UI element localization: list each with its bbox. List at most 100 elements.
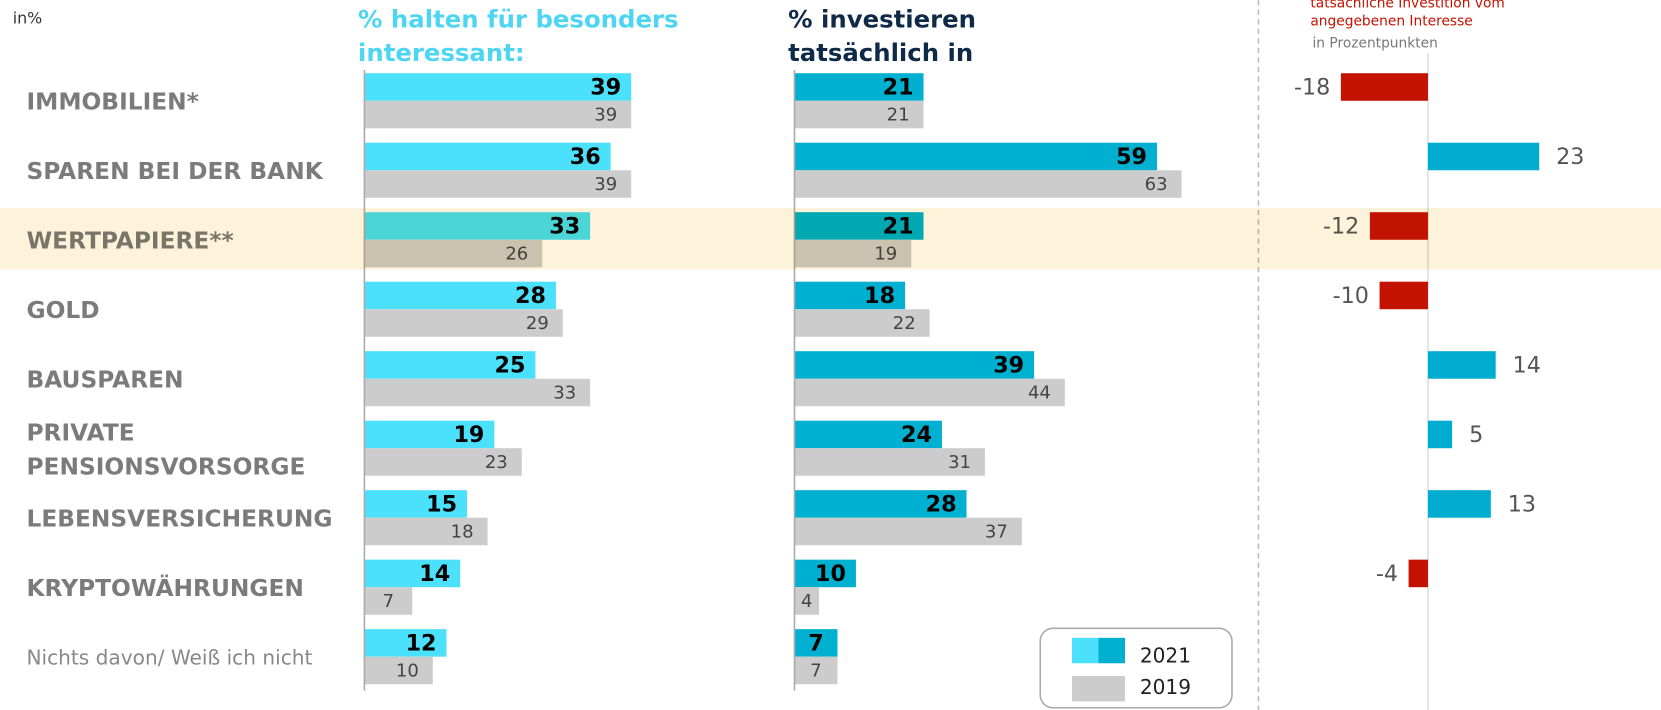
- legend-box: [1039, 627, 1233, 709]
- value-label: 18: [864, 283, 895, 309]
- bar: [364, 420, 495, 449]
- value-label: 10: [815, 561, 846, 587]
- value-label: 4: [801, 591, 812, 612]
- panel-title: % halten für besonders: [358, 4, 678, 33]
- bar: [364, 142, 611, 171]
- value-label: -4: [1376, 561, 1398, 587]
- value-label: 28: [926, 491, 957, 517]
- value-label: 36: [570, 144, 601, 170]
- value-label: 21: [883, 75, 914, 101]
- value-label: 15: [426, 491, 457, 517]
- panel-title: tatsächliche Investition vom: [1310, 0, 1504, 11]
- panel-title: tatsächlich in: [788, 38, 973, 67]
- bar: [794, 490, 967, 518]
- bar: [794, 170, 1182, 198]
- value-label: 25: [495, 353, 526, 379]
- value-label: 10: [396, 661, 419, 682]
- highlight-band: [0, 207, 1661, 270]
- value-label: 33: [553, 383, 576, 404]
- category-label: PRIVATE PENSIONSVORSORGE: [26, 419, 305, 480]
- value-label: 7: [383, 591, 394, 612]
- legend-swatch: [1072, 637, 1099, 664]
- bar: [794, 559, 856, 588]
- category-label: GOLD: [26, 297, 99, 324]
- value-label: 31: [948, 452, 971, 473]
- bar: [364, 656, 433, 685]
- legend-label: 2019: [1140, 675, 1191, 699]
- bar: [794, 142, 1157, 171]
- value-label: 28: [515, 283, 546, 309]
- value-label: 14: [1513, 353, 1541, 379]
- value-label: 5: [1469, 422, 1483, 448]
- value-label: 14: [419, 561, 450, 587]
- category-label: IMMOBILIEN*: [26, 88, 198, 115]
- bar: [794, 656, 838, 685]
- bar: [794, 629, 838, 657]
- panel-title: angegebenen Interesse: [1310, 13, 1472, 29]
- value-label: 18: [451, 522, 474, 543]
- bar: [794, 281, 906, 310]
- bar: [794, 420, 942, 449]
- bar: [364, 100, 632, 129]
- bar: [1379, 281, 1428, 310]
- value-label: 21: [887, 105, 910, 126]
- bar: [364, 559, 461, 588]
- bar: [364, 309, 563, 337]
- value-label: 29: [526, 313, 549, 334]
- bar: [364, 281, 556, 310]
- bar: [794, 309, 930, 337]
- value-label: -10: [1333, 283, 1369, 309]
- bar: [364, 490, 468, 518]
- bar: [794, 517, 1022, 546]
- value-label: 7: [808, 630, 823, 656]
- value-label: 12: [406, 630, 437, 656]
- value-label: 39: [594, 105, 617, 126]
- category-label: BAUSPAREN: [26, 366, 183, 393]
- category-label-line: PENSIONSVORSORGE: [26, 453, 305, 480]
- bar: [1427, 351, 1496, 379]
- bar: [364, 448, 522, 476]
- bar: [1427, 420, 1453, 449]
- value-label: 39: [594, 174, 617, 195]
- category-label: KRYPTOWÄHRUNGEN: [26, 574, 303, 602]
- bar: [364, 587, 413, 615]
- panel-title: interessant:: [358, 38, 525, 67]
- bar: [794, 73, 924, 101]
- bar: [794, 587, 820, 615]
- legend-swatch: [1072, 675, 1125, 702]
- value-label: 37: [985, 522, 1008, 543]
- bar: [364, 517, 488, 546]
- bar: [794, 448, 985, 476]
- category-label: Nichts davon/ Weiß ich nicht: [26, 645, 312, 669]
- bar: [364, 351, 536, 379]
- value-label: 63: [1145, 174, 1168, 195]
- category-label: LEBENSVERSICHERUNG: [26, 505, 332, 532]
- bar: [1427, 490, 1491, 518]
- value-label: 24: [901, 422, 932, 448]
- panel-subtitle: in Prozentpunkten: [1312, 36, 1437, 52]
- value-label: 44: [1028, 383, 1051, 404]
- value-label: 7: [810, 661, 821, 682]
- value-label: 59: [1116, 144, 1147, 170]
- bar: [1408, 559, 1428, 588]
- bar: [794, 378, 1065, 407]
- value-label: 23: [1556, 144, 1584, 170]
- value-label: -18: [1294, 75, 1330, 101]
- bar: [364, 629, 447, 657]
- bar: [794, 351, 1035, 379]
- panel-title: % investieren: [788, 4, 976, 33]
- bar: [794, 100, 924, 129]
- legend-swatch: [1098, 637, 1125, 664]
- value-label: 23: [485, 452, 508, 473]
- category-label: SPAREN BEI DER BANK: [26, 158, 323, 185]
- category-label-line: PRIVATE: [26, 419, 134, 446]
- unit-label: in%: [13, 9, 43, 28]
- value-label: 19: [453, 422, 484, 448]
- bar: [364, 73, 632, 101]
- legend-label: 2021: [1140, 643, 1191, 667]
- bar: [1340, 73, 1428, 101]
- value-label: 39: [993, 353, 1024, 379]
- bar: [364, 378, 591, 407]
- value-label: 13: [1508, 491, 1536, 517]
